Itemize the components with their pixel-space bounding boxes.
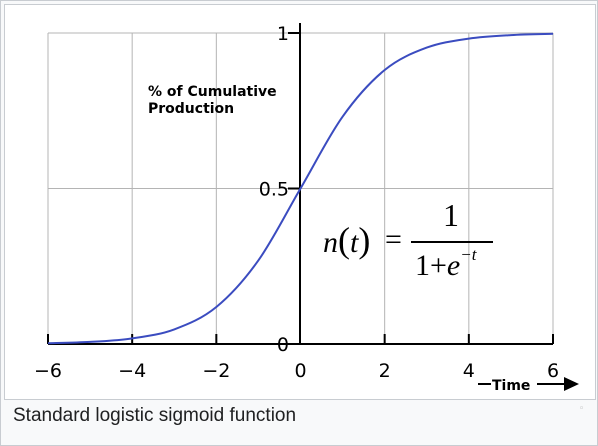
formula-exponent: −t xyxy=(460,245,477,264)
x-tick-label: −2 xyxy=(202,360,230,382)
ylabel: % of Cumulative Production xyxy=(148,84,277,117)
formula-den-base: 1+ xyxy=(415,249,447,282)
formula-lhs: n(t) xyxy=(323,220,371,260)
time-axis-label: Time xyxy=(478,377,579,394)
x-tick-label: −4 xyxy=(118,360,146,382)
sigmoid-curve xyxy=(47,32,554,345)
y-tick-label: 0 xyxy=(277,334,289,356)
formula-var: t xyxy=(350,226,359,259)
axes xyxy=(48,23,553,345)
y-tick-label: 1 xyxy=(277,23,289,45)
formula: n(t) = 1 1+e−t xyxy=(323,197,503,287)
x-tick-label: 4 xyxy=(463,360,475,382)
tick-labels: −6 −4 −2 0 2 4 6 0 0.5 1 xyxy=(34,23,559,382)
ticks xyxy=(47,32,554,345)
formula-denominator: 1+e−t xyxy=(415,245,476,283)
formula-function: n xyxy=(323,226,338,259)
formula-fraction-bar xyxy=(411,241,493,243)
figure-caption: Standard logistic sigmoid function xyxy=(13,405,297,426)
y-tick-label: 0.5 xyxy=(259,179,289,201)
sigmoid-chart: −6 −4 −2 0 2 4 6 0 0.5 1 Time xyxy=(34,23,579,394)
time-arrow-head-icon xyxy=(564,377,579,391)
formula-numerator: 1 xyxy=(443,197,459,233)
x-tick-label: −6 xyxy=(34,360,62,382)
x-tick-label: 2 xyxy=(379,360,391,382)
formula-equals: = xyxy=(385,223,402,256)
x-tick-label: 0 xyxy=(294,360,306,382)
corner-mark: ◦ xyxy=(579,404,585,414)
x-tick-label: 6 xyxy=(547,360,559,382)
xlabel: Time xyxy=(492,378,530,394)
formula-exp-base: e xyxy=(446,249,461,282)
